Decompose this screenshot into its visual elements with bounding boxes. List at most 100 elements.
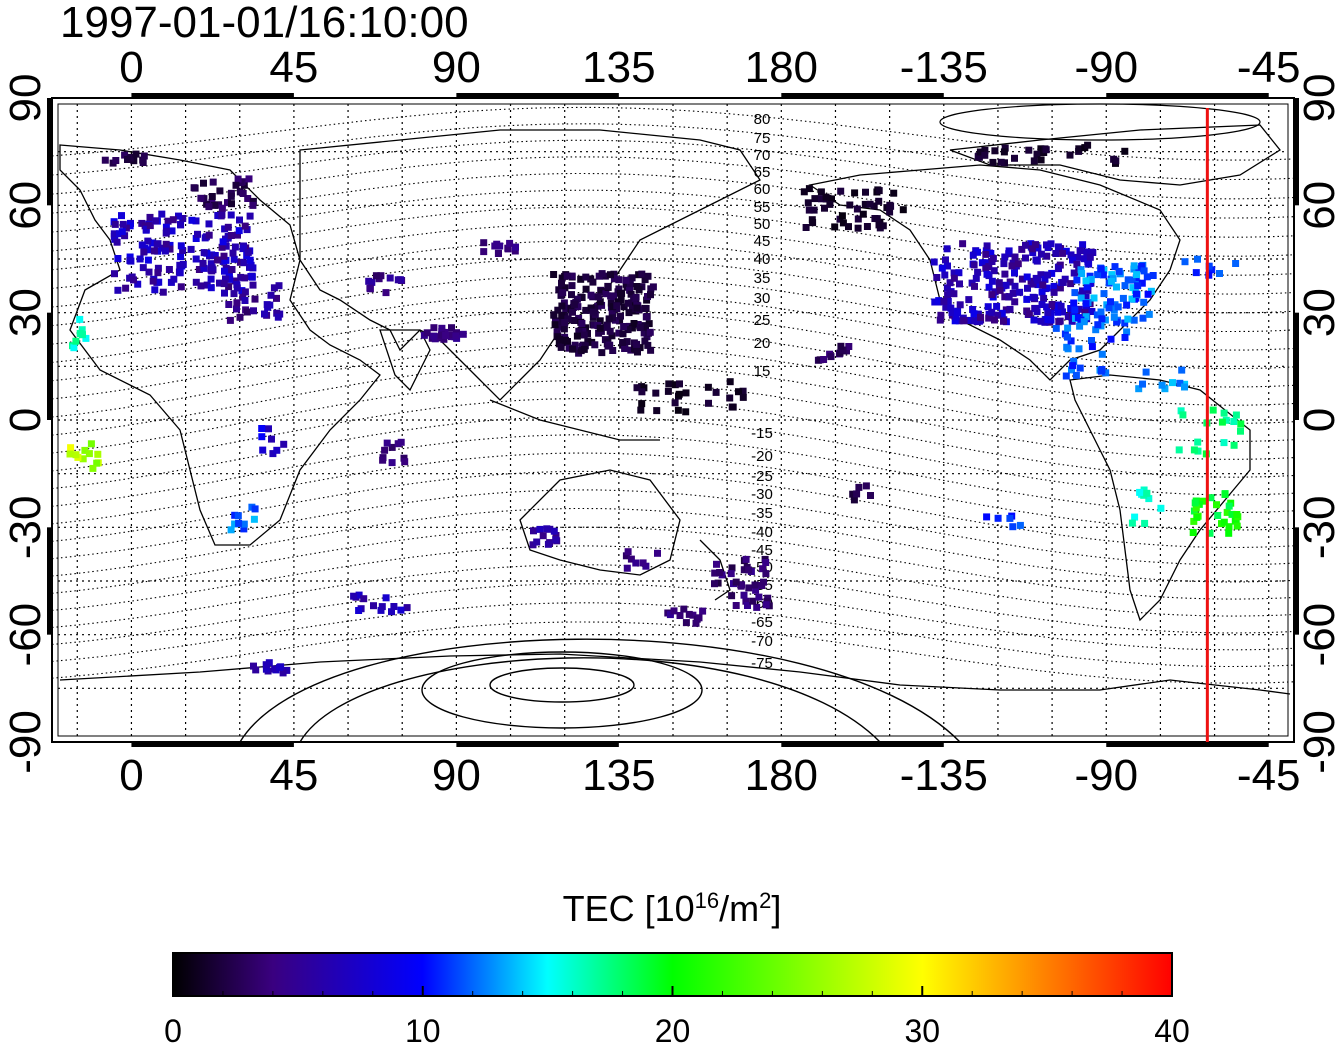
tec-cell [1149, 272, 1157, 279]
tec-cell [350, 592, 358, 600]
tec-cell [205, 220, 213, 228]
tec-cell [144, 256, 152, 264]
tec-cell [1025, 146, 1033, 154]
tec-cell [1018, 245, 1026, 253]
tec-cell [218, 243, 226, 251]
tec-cell [244, 248, 252, 256]
tec-cell [1231, 517, 1239, 525]
tec-cell [564, 315, 572, 323]
tec-cell [275, 282, 283, 290]
tec-cell [582, 324, 590, 332]
magnetic-latitude-line [51, 526, 1295, 600]
tec-cell [956, 280, 963, 288]
tec-cell [251, 505, 259, 513]
right-axis-band [1294, 98, 1299, 206]
tec-cell [866, 200, 874, 208]
tec-cell [704, 383, 712, 391]
tec-cell [982, 264, 990, 272]
tec-cell [1139, 314, 1147, 322]
left-axis-band [47, 98, 52, 206]
tec-cell [262, 661, 270, 669]
tec-cell [101, 156, 109, 164]
tec-cell [838, 212, 846, 220]
tec-cell [735, 388, 742, 396]
tec-cell [1050, 288, 1058, 296]
tec-cell [1097, 265, 1105, 273]
magnetic-latitude-line [51, 344, 1295, 424]
tec-cell [1076, 322, 1084, 330]
tec-cell [983, 270, 991, 278]
tec-cell [632, 559, 640, 567]
tec-cell [438, 324, 446, 332]
tec-cell [805, 206, 813, 214]
tec-cell [977, 313, 984, 321]
tec-cell [820, 356, 828, 363]
magnetic-latitude-line [51, 309, 1295, 388]
tec-cell [742, 555, 750, 563]
tec-cell [1024, 284, 1031, 292]
tec-cell [232, 277, 239, 285]
tec-cell [626, 280, 634, 288]
bottom-longitude-label: -45 [1237, 751, 1301, 800]
tec-cell [930, 258, 938, 266]
tec-cell [1133, 290, 1140, 298]
tec-cell [1138, 279, 1146, 287]
tec-cell [219, 238, 227, 246]
tec-cell [1206, 529, 1214, 537]
tec-cell [1107, 298, 1114, 306]
tec-cell [982, 247, 990, 255]
tec-cell [638, 388, 646, 396]
tec-cell [67, 444, 75, 452]
tec-cell [1005, 247, 1013, 255]
tec-cell [1052, 250, 1060, 257]
coastline [1069, 374, 1251, 622]
tec-cell [1084, 286, 1092, 294]
tec-cell [559, 289, 567, 297]
tec-cell [666, 611, 674, 619]
tec-cell [1112, 157, 1120, 165]
tec-cell [241, 222, 249, 230]
tec-cell [994, 514, 1002, 522]
tec-cell [1037, 317, 1045, 325]
tec-cell [615, 298, 622, 306]
tec-cell [1233, 511, 1241, 518]
tec-cell [192, 235, 200, 242]
tec-cell [749, 597, 757, 605]
tec-cell [1157, 504, 1165, 512]
tec-cell [240, 525, 248, 533]
tec-cell [950, 274, 958, 282]
tec-cell [1009, 523, 1017, 531]
tec-cell [1169, 379, 1176, 387]
tec-cell [553, 328, 561, 336]
tec-cell [745, 584, 753, 592]
left-latitude-label: -60 [1, 603, 50, 667]
tec-cell [1223, 508, 1231, 516]
tec-cell [232, 181, 240, 189]
tec-cell [582, 285, 590, 293]
tec-cell [853, 490, 861, 498]
coastline [489, 399, 660, 441]
tec-cell [630, 320, 638, 327]
tec-cell [727, 570, 735, 578]
tec-cell [875, 221, 883, 229]
tec-cell [726, 394, 734, 402]
tec-cell [512, 243, 519, 251]
tec-cell [1140, 298, 1148, 306]
tec-cell [283, 666, 291, 674]
tec-cell [200, 179, 207, 187]
tec-cell [674, 406, 682, 414]
tec-cell [571, 341, 579, 349]
tec-cell [176, 261, 184, 269]
magnetic-latitude-line [51, 416, 1295, 496]
tec-cell [161, 247, 169, 255]
tec-cell [241, 297, 249, 304]
tec-cell [850, 496, 858, 504]
top-axis-band [781, 93, 944, 98]
tec-cell [853, 205, 861, 213]
tec-cell [1100, 290, 1108, 298]
magnetic-latitude-line [51, 274, 1295, 351]
tec-cell [805, 185, 813, 193]
tec-cell [493, 240, 501, 248]
tec-cell [991, 147, 999, 155]
tec-cell [140, 152, 148, 160]
